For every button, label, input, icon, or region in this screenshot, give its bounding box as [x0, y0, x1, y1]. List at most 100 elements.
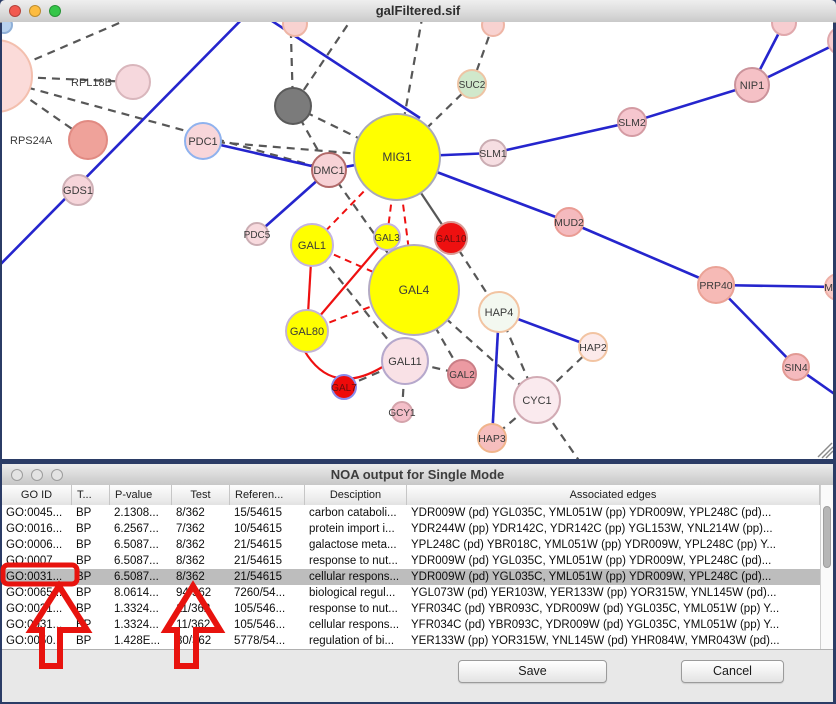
resize-grip-icon[interactable] — [825, 450, 833, 459]
table-row[interactable]: GO:0031... BP 6.5087... 8/362 21/54615 cellul… — [2, 569, 820, 585]
node-PDC5[interactable] — [245, 222, 269, 246]
cell-go_id: GO:0031... — [6, 571, 63, 583]
minimize-button[interactable] — [31, 469, 43, 481]
table-row[interactable]: GO:0031... BP 1.3324... 11/362 105/546... cel… — [2, 617, 820, 633]
node-GAL10[interactable] — [434, 221, 468, 255]
close-button[interactable] — [9, 5, 21, 17]
cell-go_id: GO:0016... — [6, 523, 63, 535]
node-GAL7[interactable] — [331, 374, 357, 400]
table-scrollbar[interactable] — [820, 485, 833, 649]
resize-grip-icon[interactable] — [817, 442, 833, 458]
column-header-test[interactable]: Test — [172, 485, 230, 505]
node-GAL2[interactable] — [447, 359, 477, 389]
node-HAP4[interactable] — [478, 291, 520, 333]
table-row[interactable]: GO:0031... BP 1.3324... 11/362 105/546... res… — [2, 601, 820, 617]
column-header-reference[interactable]: Referen... — [230, 485, 305, 505]
node-big-left[interactable] — [2, 39, 33, 113]
cell-p_value: 2.1308... — [114, 507, 159, 519]
node-RPL18B[interactable] — [115, 64, 151, 100]
zoom-button[interactable] — [51, 469, 63, 481]
column-header-p_value[interactable]: P-value — [110, 485, 172, 505]
cell-go_id: GO:0031... — [6, 619, 63, 631]
minimize-button[interactable] — [29, 5, 41, 17]
cell-description: cellular respons... — [309, 619, 400, 631]
node-SUC2[interactable] — [457, 69, 487, 99]
node-label-GAL7: GAL7 — [331, 383, 357, 394]
node-label-GDS1: GDS1 — [63, 185, 93, 197]
column-header-description[interactable]: Desciption — [305, 485, 407, 505]
table-row[interactable]: GO:0065... BP 8.0614... 94/362 7260/54... bio… — [2, 585, 820, 601]
table-row[interactable]: GO:0045... BP 2.1308... 8/362 15/54615 carbon… — [2, 505, 820, 521]
table-row[interactable]: GO:0006... BP 6.5087... 8/362 21/54615 galact… — [2, 537, 820, 553]
cell-reference: 7260/54... — [234, 587, 286, 599]
node-label-CYC1: CYC1 — [522, 395, 551, 407]
node-label-NIP1: NIP1 — [740, 80, 764, 92]
node-DMC1[interactable] — [311, 152, 347, 188]
node-GAL80[interactable] — [285, 309, 329, 353]
zoom-button[interactable] — [49, 5, 61, 17]
node-top-2[interactable] — [481, 22, 505, 37]
cell-type: BP — [76, 523, 92, 535]
resize-grip-icon[interactable] — [821, 446, 833, 459]
node-PRP40[interactable] — [697, 266, 735, 304]
network-edge — [568, 220, 717, 287]
close-button[interactable] — [11, 469, 23, 481]
node-label-HAP3: HAP3 — [478, 433, 506, 445]
node-label-GAL80: GAL80 — [290, 326, 324, 338]
cell-edges: YFR034C (pd) YBR093C, YDR009W (pd) YGL03… — [411, 619, 780, 631]
node-GCY1[interactable] — [391, 401, 413, 423]
save-button[interactable]: Save — [458, 660, 607, 683]
node-HAP3[interactable] — [477, 423, 507, 453]
network-canvas[interactable]: RPL18B RPS24A GDS1 PDC1 MIG1 DMC1 PDC5 GAL1 GAL3… — [2, 22, 833, 459]
table-row[interactable]: GO:0050... BP 1.428E... 80/362 5778/54... reg… — [2, 633, 820, 649]
node-SLM2[interactable] — [617, 107, 647, 137]
node-RPS24A[interactable] — [68, 120, 108, 160]
node-GAL4[interactable] — [368, 244, 460, 336]
node-HAP2[interactable] — [578, 332, 608, 362]
node-CYC1[interactable] — [513, 376, 561, 424]
node-NIP1[interactable] — [734, 67, 770, 103]
cancel-button[interactable]: Cancel — [681, 660, 784, 683]
node-tiny-blue[interactable] — [2, 22, 13, 34]
cell-go_id: GO:0045... — [6, 507, 63, 519]
network-edge — [490, 311, 501, 439]
node-MUD2[interactable] — [554, 207, 584, 237]
node-MSL1[interactable] — [824, 273, 833, 301]
cell-type: BP — [76, 635, 92, 647]
graph-window-titlebar[interactable]: galFiltered.sif — [0, 0, 836, 23]
cell-type: BP — [76, 507, 92, 519]
table-row[interactable]: GO:0016... BP 6.2567... 7/362 10/54615 protei… — [2, 521, 820, 537]
network-edge — [328, 169, 415, 291]
network-edge — [536, 399, 580, 459]
node-GAL1[interactable] — [290, 223, 334, 267]
node-top-3[interactable] — [771, 22, 797, 36]
node-GDS1[interactable] — [62, 174, 94, 206]
cell-test: 8/362 — [176, 507, 205, 519]
cell-reference: 15/54615 — [234, 507, 282, 519]
network-edge — [2, 22, 242, 265]
table-row[interactable]: GO:0007... BP 6.5087... 8/362 21/54615 respon… — [2, 553, 820, 569]
column-header-type[interactable]: T... — [72, 485, 110, 505]
cell-p_value: 8.0614... — [114, 587, 159, 599]
node-top-1[interactable] — [282, 22, 308, 37]
node-gray-node[interactable] — [274, 87, 312, 125]
cell-go_id: GO:0050... — [6, 635, 63, 647]
cell-go_id: GO:0006... — [6, 539, 63, 551]
cell-type: BP — [76, 587, 92, 599]
node-GAL3[interactable] — [373, 223, 401, 251]
node-PDC1[interactable] — [184, 122, 222, 160]
node-SIN4[interactable] — [782, 353, 810, 381]
node-label-HAP4: HAP4 — [485, 307, 514, 319]
node-SLM1[interactable] — [479, 139, 507, 167]
column-header-go_id[interactable]: GO ID — [2, 485, 72, 505]
node-MIG1[interactable] — [353, 113, 441, 201]
node-GAL11[interactable] — [381, 337, 429, 385]
network-edge — [292, 22, 351, 107]
cell-type: BP — [76, 539, 92, 551]
column-header-edges[interactable]: Associated edges — [407, 485, 820, 505]
node-corner[interactable] — [827, 27, 833, 55]
scrollbar-thumb[interactable] — [823, 506, 831, 568]
node-label-MIG1: MIG1 — [382, 150, 412, 164]
noa-window-titlebar[interactable]: NOA output for Single Mode — [2, 464, 833, 486]
cell-description: cellular respons... — [309, 571, 400, 583]
